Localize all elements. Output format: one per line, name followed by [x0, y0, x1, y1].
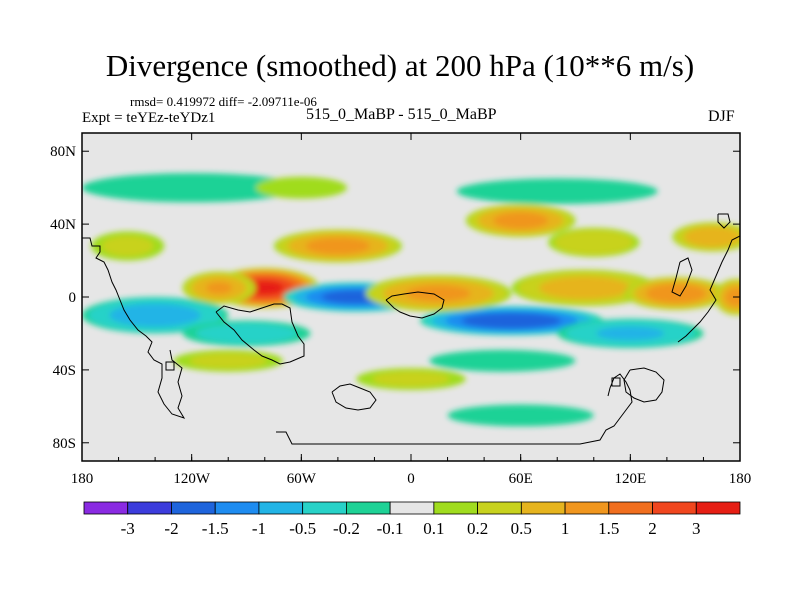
experiment-label: Expt = teYEz-teYDz1 [82, 110, 216, 126]
y-tick-label: 80N [50, 144, 76, 160]
x-tick-label: 120E [614, 471, 646, 487]
divergence-contour [596, 326, 665, 341]
case-comparison-label: 515_0_MaBP - 515_0_MaBP [306, 106, 497, 123]
colorbar-swatch [171, 501, 216, 515]
small-island-outline [611, 377, 621, 387]
divergence-contour [206, 282, 233, 294]
south-america-outline [215, 303, 305, 365]
colorbar-swatch [302, 501, 347, 515]
colorbar-label: 3 [692, 519, 701, 538]
colorbar: -3 -2 -1.5 -1 -0.5 -0.2 -0.1 0.1 0.2 0.5 1 1.5 2 3 [83, 501, 741, 538]
colorbar-swatch [214, 501, 260, 515]
divergence-contour [447, 404, 594, 427]
colorbar-swatch [345, 501, 391, 515]
divergence-contour [725, 287, 740, 307]
divergence-contour [372, 371, 450, 387]
x-tick-label: 0 [407, 471, 415, 487]
americas-outline [82, 237, 186, 419]
divergence-contour [539, 276, 631, 300]
sub-antarctic-outline [331, 383, 377, 411]
divergence-contour [429, 349, 576, 372]
rmsd-diff-text: rmsd= 0.419972 diff= -2.09711e-06 [130, 94, 317, 109]
colorbar-swatch [652, 501, 697, 515]
colorbar-label: 1 [561, 519, 570, 538]
colorbar-swatch [389, 501, 435, 515]
divergence-contour [305, 237, 370, 255]
colorbar-label: 2 [648, 519, 657, 538]
australia-outline [623, 367, 665, 403]
colorbar-label: -0.2 [333, 519, 360, 538]
y-tick-label: 40S [53, 363, 76, 379]
colorbar-label: -1 [252, 519, 266, 538]
axes: 180 120W 60W 0 60E 120E 180 80N 40N 0 40S 80S [50, 133, 751, 487]
field-layers [82, 173, 740, 427]
divergence-field [82, 173, 740, 427]
colorbar-label: 0.2 [467, 519, 488, 538]
colorbar-swatch [258, 501, 304, 515]
colorbar-label: -0.5 [289, 519, 316, 538]
colorbar-label: 1.5 [598, 519, 619, 538]
divergence-contour [406, 285, 471, 302]
divergence-contour [195, 323, 298, 344]
x-tick-label: 180 [729, 471, 752, 487]
divergence-contour [189, 353, 267, 369]
divergence-contour [493, 212, 549, 229]
africa-outline [385, 291, 445, 319]
divergence-contour [255, 176, 347, 199]
x-tick-label: 120W [173, 471, 211, 487]
x-tick-label: 60W [287, 471, 317, 487]
asia-east-outline [677, 235, 740, 343]
colorbar-label: -1.5 [202, 519, 229, 538]
divergence-contour [456, 178, 658, 205]
colorbar-swatch [520, 501, 566, 515]
colorbar-swatch [477, 501, 522, 515]
colorbar-swatch [695, 501, 741, 515]
y-tick-label: 80S [53, 436, 76, 452]
chart-title: Divergence (smoothed) at 200 hPa (10**6 … [105, 48, 695, 83]
continent-outlines [82, 213, 740, 445]
colorbar-swatch [433, 501, 478, 515]
x-tick-label: 180 [71, 471, 94, 487]
season-label: DJF [708, 108, 735, 125]
y-tick-label: 0 [69, 290, 77, 306]
divergence-contour [461, 312, 562, 329]
antarctica-outline [276, 373, 633, 445]
divergence-contour [101, 235, 154, 257]
y-tick-label: 40N [50, 217, 76, 233]
divergence-contour [684, 226, 740, 248]
colorbar-label: -2 [164, 519, 178, 538]
maritime-islands-outline [671, 257, 693, 297]
colorbar-swatch [564, 501, 610, 515]
divergence-contour [646, 283, 706, 303]
colorbar-label: 0.5 [511, 519, 532, 538]
divergence-contour [82, 173, 302, 203]
colorbar-swatch [127, 501, 172, 515]
divergence-contour [245, 281, 284, 295]
colorbar-label: 0.1 [423, 519, 444, 538]
x-tick-label: 60E [509, 471, 533, 487]
colorbar-swatch [608, 501, 653, 515]
colorbar-label: -3 [121, 519, 135, 538]
small-island-outline [165, 361, 175, 371]
divergence-contour [109, 303, 201, 327]
colorbar-swatch [83, 501, 129, 515]
divergence-contour [554, 229, 634, 255]
asia-north-outline [717, 213, 731, 229]
colorbar-label: -0.1 [377, 519, 404, 538]
